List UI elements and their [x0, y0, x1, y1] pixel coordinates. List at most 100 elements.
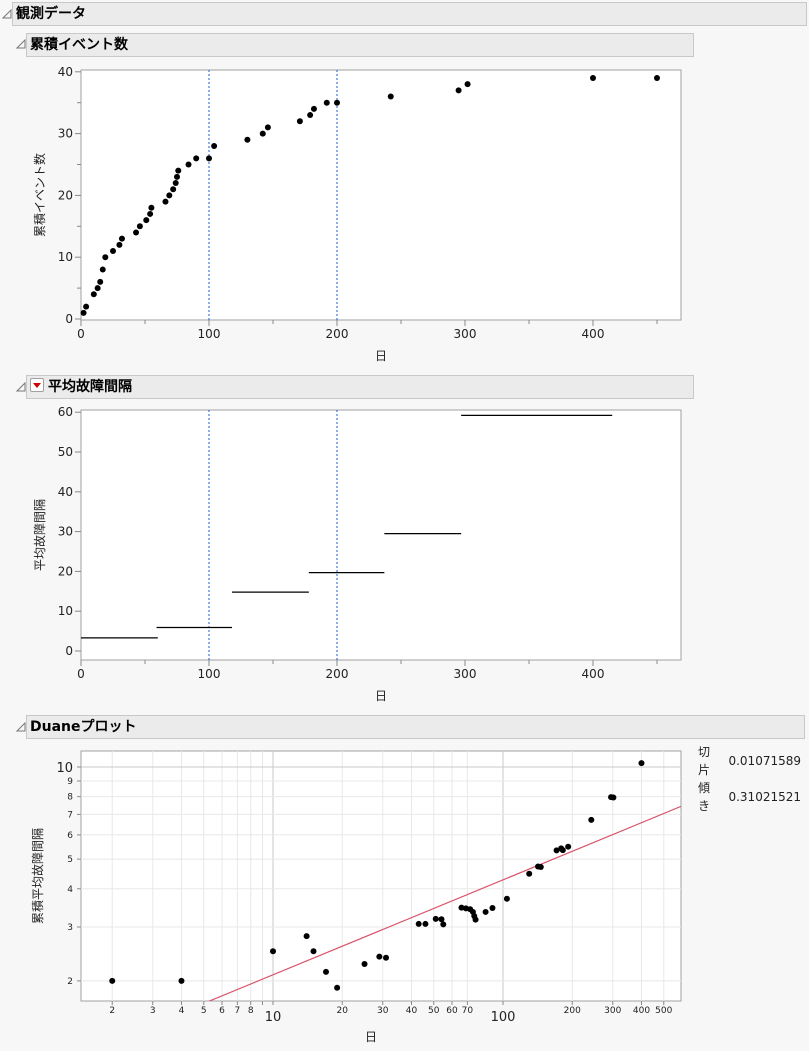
- data-point: [334, 99, 340, 106]
- x-tick-label: 0: [77, 327, 85, 341]
- x-tick-label: 6: [219, 1006, 225, 1016]
- data-point: [503, 895, 510, 902]
- data-point: [118, 235, 125, 242]
- duane-fit-stats: 切片 0.01071589 傾き 0.31021521: [698, 743, 809, 815]
- data-point: [610, 794, 617, 801]
- x-tick-label: 3: [150, 1006, 156, 1016]
- outline-root-title: 観測データ: [16, 6, 86, 22]
- data-point: [438, 916, 445, 923]
- section-header-mtbf[interactable]: 平均故障間隔: [26, 375, 694, 399]
- x-tick-label: 200: [326, 667, 349, 681]
- x-tick-label: 20: [337, 1006, 349, 1016]
- data-point: [458, 904, 465, 911]
- y-tick-label: 50: [58, 445, 73, 459]
- y-tick-label: 7: [67, 810, 73, 820]
- y-tick-label: 20: [58, 564, 73, 578]
- red-triangle-menu-icon[interactable]: [30, 378, 44, 392]
- x-tick-label: 200: [326, 327, 349, 341]
- data-point: [310, 948, 317, 955]
- x-tick-label: 100: [198, 327, 221, 341]
- y-tick-label: 4: [67, 885, 73, 895]
- data-point: [638, 760, 645, 767]
- x-tick-label: 400: [582, 667, 605, 681]
- data-point: [654, 74, 660, 81]
- data-point: [464, 81, 471, 88]
- data-point: [588, 816, 595, 823]
- x-tick-label: 400: [633, 1006, 650, 1016]
- data-point: [489, 905, 496, 912]
- stat-label: 切片: [698, 745, 711, 777]
- stat-value: 0.01071589: [728, 754, 801, 768]
- data-point: [361, 961, 368, 968]
- data-point: [174, 173, 180, 180]
- data-point: [565, 843, 572, 850]
- data-point: [244, 136, 251, 143]
- y-tick-label: 9: [67, 777, 73, 787]
- x-tick-label: 40: [406, 1006, 418, 1016]
- x-tick-label: 70: [462, 1006, 474, 1016]
- cumulative-events-chart: 0 100 200 300 400 0 10 20 30 40 日 累積イベント数: [32, 65, 682, 363]
- x-axis-label: 日: [365, 1030, 377, 1044]
- disclosure-triangle-icon[interactable]: [16, 39, 26, 49]
- data-point: [383, 954, 390, 961]
- data-point: [590, 74, 596, 81]
- y-tick-label: 3: [67, 923, 73, 933]
- data-point: [455, 87, 462, 94]
- data-point: [323, 99, 330, 106]
- data-point: [99, 266, 106, 273]
- data-point: [90, 291, 97, 298]
- section-title: 累積イベント数: [30, 37, 128, 53]
- disclosure-triangle-icon[interactable]: [16, 722, 26, 732]
- data-point: [264, 124, 271, 131]
- y-tick-label: 40: [58, 65, 73, 79]
- data-point: [143, 217, 150, 224]
- y-tick-label: 10: [58, 250, 73, 264]
- data-point: [259, 130, 266, 137]
- disclosure-triangle-icon[interactable]: [2, 9, 12, 19]
- x-tick-label: 100: [491, 1010, 516, 1025]
- y-axis-label: 累積イベント数: [32, 153, 47, 237]
- x-tick-label: 5: [201, 1006, 207, 1016]
- section-title: 平均故障間隔: [48, 379, 132, 395]
- y-tick-label: 2: [67, 977, 73, 987]
- outline-root-header[interactable]: 観測データ: [12, 2, 807, 26]
- y-tick-label: 30: [58, 525, 73, 539]
- x-tick-label: 7: [235, 1006, 241, 1016]
- x-tick-label: 200: [564, 1006, 581, 1016]
- data-point: [376, 953, 383, 960]
- x-tick-label: 100: [198, 667, 221, 681]
- y-tick-label: 0: [65, 644, 73, 658]
- stat-row-slope: 傾き 0.31021521: [698, 779, 809, 815]
- x-axis-label: 日: [375, 689, 387, 703]
- data-point: [415, 920, 422, 927]
- data-point: [432, 915, 439, 922]
- y-tick-label: 10: [56, 761, 73, 776]
- data-point: [482, 908, 489, 915]
- y-axis-label: 平均故障間隔: [32, 499, 47, 571]
- data-point: [185, 161, 192, 168]
- data-point: [102, 254, 109, 261]
- y-tick-label: 8: [67, 793, 73, 803]
- x-tick-label: 300: [604, 1006, 621, 1016]
- y-axis-label: 累積平均故障間隔: [30, 828, 45, 924]
- stat-label: 傾き: [698, 781, 711, 813]
- data-point: [206, 155, 212, 162]
- data-point: [83, 303, 90, 310]
- data-point: [472, 916, 479, 923]
- section-header-duane-plot[interactable]: Duaneプロット: [26, 715, 805, 739]
- y-tick-label: 40: [58, 485, 73, 499]
- data-point: [170, 186, 177, 193]
- data-point: [162, 198, 169, 205]
- plot-area: [80, 409, 682, 661]
- stat-value: 0.31021521: [728, 790, 801, 804]
- data-point: [307, 112, 314, 119]
- data-point: [559, 847, 566, 854]
- plot-area: [80, 69, 682, 321]
- data-point: [387, 93, 394, 100]
- disclosure-triangle-icon[interactable]: [16, 382, 26, 392]
- x-tick-label: 500: [655, 1006, 672, 1016]
- data-point: [136, 223, 143, 230]
- data-point: [323, 968, 330, 975]
- section-header-cumulative-events[interactable]: 累積イベント数: [26, 33, 694, 57]
- y-tick-label: 6: [67, 831, 73, 841]
